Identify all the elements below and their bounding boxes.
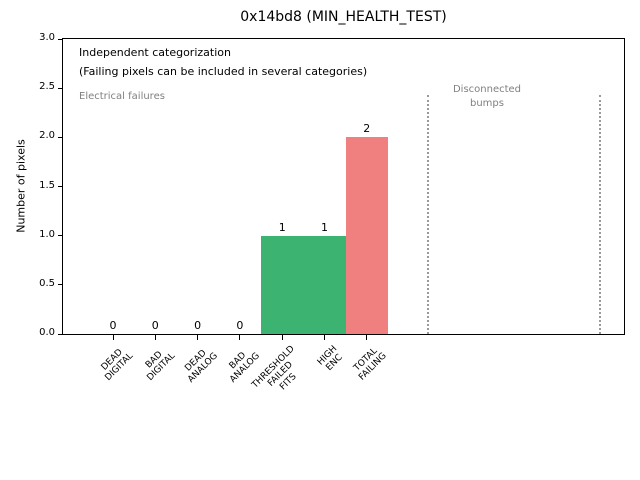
x-tick: [281, 335, 283, 340]
bar: [303, 235, 346, 334]
x-tick-label: HIGH ENC: [316, 344, 347, 375]
region-divider-line: [427, 95, 429, 334]
y-tick: [58, 333, 62, 335]
y-tick-label: 1.5: [39, 179, 55, 191]
electrical-failures-region-label: Electrical failures: [79, 91, 165, 102]
y-tick-label: 0.0: [39, 327, 55, 338]
bar-value-label: 2: [363, 122, 371, 136]
annotation-line-1: Independent categorization: [79, 46, 231, 59]
region-divider-line: [599, 95, 601, 334]
x-tick-label: TOTAL FAILING: [350, 344, 389, 383]
bar-value-label: 0: [194, 319, 202, 332]
y-tick: [58, 38, 62, 40]
x-tick: [366, 335, 368, 340]
y-tick-label: 0.5: [39, 277, 55, 289]
y-tick-label: 1.0: [39, 228, 55, 240]
bar: [261, 235, 304, 334]
y-tick-label: 3.0: [39, 32, 55, 43]
y-tick-label: 2.5: [39, 81, 55, 93]
y-tick: [58, 235, 62, 237]
bar-value-label: 1: [321, 220, 328, 234]
x-tick-label: DEAD DIGITAL: [96, 344, 136, 384]
x-tick: [112, 335, 114, 340]
bar-value-label: 1: [278, 220, 286, 234]
x-tick-label: THRESHOLD FAILED FITS: [251, 344, 312, 405]
y-tick: [58, 87, 62, 89]
y-tick: [58, 136, 62, 138]
x-tick-label: BAD DIGITAL: [138, 344, 178, 384]
plot-area: Independent categorization (Failing pixe…: [39, 32, 625, 392]
x-tick: [324, 335, 325, 340]
chart-title: 0x14bd8 (MIN_HEALTH_TEST): [240, 9, 447, 25]
annotation-line-2: (Failing pixels can be included in sever…: [79, 64, 368, 78]
bar-value-label: 0: [109, 319, 117, 332]
x-tick: [239, 335, 241, 340]
x-tick: [197, 335, 199, 340]
y-tick: [58, 284, 62, 286]
bar-value-label: 0: [151, 319, 159, 332]
disconnected-bumps-region-label: Disconnected bumps: [427, 83, 547, 111]
x-tick-label: DEAD ANALOG: [179, 344, 220, 385]
bar: [345, 137, 388, 334]
y-tick-label: 2.0: [39, 130, 55, 142]
x-tick: [154, 335, 156, 340]
y-tick: [58, 186, 62, 187]
disconnected-region-line-2: bumps: [470, 98, 504, 109]
bar-value-label: 0: [236, 319, 244, 332]
disconnected-region-line-1: Disconnected: [452, 84, 522, 95]
independent-categorization-annotation: Independent categorization (Failing pixe…: [79, 44, 367, 81]
